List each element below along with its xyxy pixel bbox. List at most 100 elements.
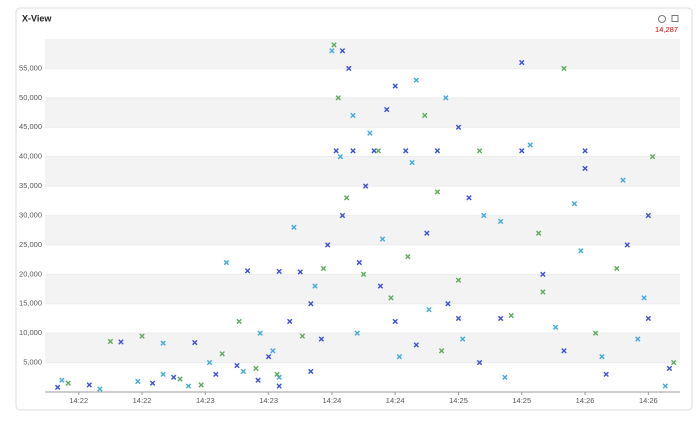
scatter-point bbox=[620, 177, 626, 183]
scatter-point bbox=[185, 383, 192, 389]
scatter-point bbox=[308, 301, 314, 307]
scatter-point bbox=[481, 212, 487, 219]
y-tick-label: 10,000 bbox=[19, 328, 42, 337]
x-tick-label: 14:22 bbox=[69, 396, 88, 405]
scatter-point bbox=[206, 359, 213, 366]
scatter-point bbox=[135, 378, 141, 385]
scatter-point bbox=[434, 189, 441, 195]
scatter-point bbox=[571, 201, 578, 207]
scatter-point bbox=[426, 306, 432, 313]
scatter-point bbox=[337, 153, 344, 160]
scatter-point bbox=[413, 77, 419, 83]
scatter-point bbox=[497, 315, 504, 322]
scatter-point bbox=[244, 268, 251, 274]
scatter-point bbox=[443, 95, 449, 101]
scatter-point bbox=[276, 383, 282, 389]
y-tick-label: 5,000 bbox=[23, 358, 42, 367]
scatter-point bbox=[170, 374, 177, 380]
grid-band bbox=[45, 333, 680, 363]
scatter-point bbox=[350, 112, 356, 119]
scatter-point bbox=[54, 384, 61, 390]
chart-title: X-View bbox=[22, 13, 52, 23]
scatter-point bbox=[422, 112, 428, 119]
scatter-point bbox=[339, 48, 346, 54]
y-tick-label: 25,000 bbox=[19, 240, 42, 249]
scatter-point bbox=[460, 336, 466, 342]
scatter-point bbox=[356, 259, 363, 266]
scatter-point bbox=[335, 95, 341, 101]
y-tick-label: 40,000 bbox=[19, 152, 42, 161]
scatter-point bbox=[540, 289, 546, 295]
count-label: 14,287 bbox=[655, 25, 678, 34]
scatter-point bbox=[253, 365, 259, 372]
scatter-point bbox=[107, 338, 114, 345]
scatter-point bbox=[297, 269, 303, 275]
scatter-point bbox=[645, 212, 652, 219]
scatter-point bbox=[320, 265, 327, 272]
y-tick-label: 35,000 bbox=[19, 181, 42, 190]
scatter-point bbox=[445, 301, 451, 307]
scatter-point bbox=[476, 359, 483, 366]
scatter-point bbox=[362, 183, 369, 189]
scatter-point bbox=[384, 106, 390, 113]
scatter-point bbox=[527, 142, 533, 148]
scatter-point bbox=[662, 383, 668, 389]
grid-band bbox=[45, 156, 680, 187]
scatter-point bbox=[466, 195, 472, 201]
history-icon[interactable] bbox=[658, 15, 666, 23]
scatter-point bbox=[455, 277, 462, 283]
scatter-point bbox=[379, 236, 386, 242]
scatter-point bbox=[519, 148, 525, 154]
scatter-point bbox=[339, 212, 346, 219]
scatter-point bbox=[649, 153, 656, 160]
scatter-point bbox=[257, 330, 263, 336]
scatter-point bbox=[455, 315, 462, 322]
scatter-point bbox=[354, 330, 360, 336]
scatter-point bbox=[240, 368, 247, 375]
scatter-point bbox=[265, 354, 272, 360]
scatter-point bbox=[497, 218, 504, 225]
y-tick-label: 55,000 bbox=[19, 63, 42, 72]
scatter-point bbox=[561, 65, 567, 72]
x-tick-label: 14:25 bbox=[449, 396, 468, 405]
scatter-point bbox=[177, 376, 183, 382]
scatter-point bbox=[350, 148, 356, 154]
scatter-point bbox=[308, 368, 314, 375]
x-tick-label: 14:23 bbox=[259, 396, 278, 405]
scatter-point bbox=[599, 354, 605, 360]
scatter-point bbox=[624, 242, 630, 248]
scatter-point bbox=[413, 342, 419, 348]
scatter-point bbox=[405, 253, 411, 260]
x-tick-label: 14:26 bbox=[576, 396, 595, 405]
scatter-point bbox=[434, 148, 441, 154]
scatter-point bbox=[396, 354, 403, 360]
scatter-point bbox=[582, 165, 588, 172]
scatter-point bbox=[502, 374, 508, 380]
scatter-point bbox=[192, 339, 198, 346]
scatter-point bbox=[670, 359, 677, 366]
scatter-point bbox=[333, 148, 339, 154]
scatter-point bbox=[160, 340, 166, 346]
scatter-point bbox=[149, 380, 156, 386]
scatter-point bbox=[236, 318, 242, 325]
scatter-point bbox=[299, 333, 306, 339]
y-tick-label: 30,000 bbox=[19, 210, 42, 219]
window-icon[interactable] bbox=[671, 15, 679, 22]
scatter-point bbox=[367, 130, 373, 136]
scatter-point bbox=[424, 230, 430, 236]
scatter-point bbox=[388, 295, 394, 301]
scatter-point bbox=[139, 333, 145, 339]
scatter-point bbox=[540, 271, 546, 278]
grid-band bbox=[45, 274, 680, 304]
scatter-point bbox=[614, 265, 620, 272]
scatter-point bbox=[603, 371, 609, 378]
scatter-point bbox=[403, 148, 409, 154]
scatter-point bbox=[198, 382, 204, 388]
scatter-point bbox=[409, 159, 415, 166]
x-tick-label: 14:24 bbox=[386, 396, 405, 405]
scatter-point bbox=[312, 283, 318, 289]
scatter-point bbox=[592, 330, 599, 336]
scatter-point bbox=[578, 248, 584, 254]
scatter-point bbox=[582, 148, 588, 154]
